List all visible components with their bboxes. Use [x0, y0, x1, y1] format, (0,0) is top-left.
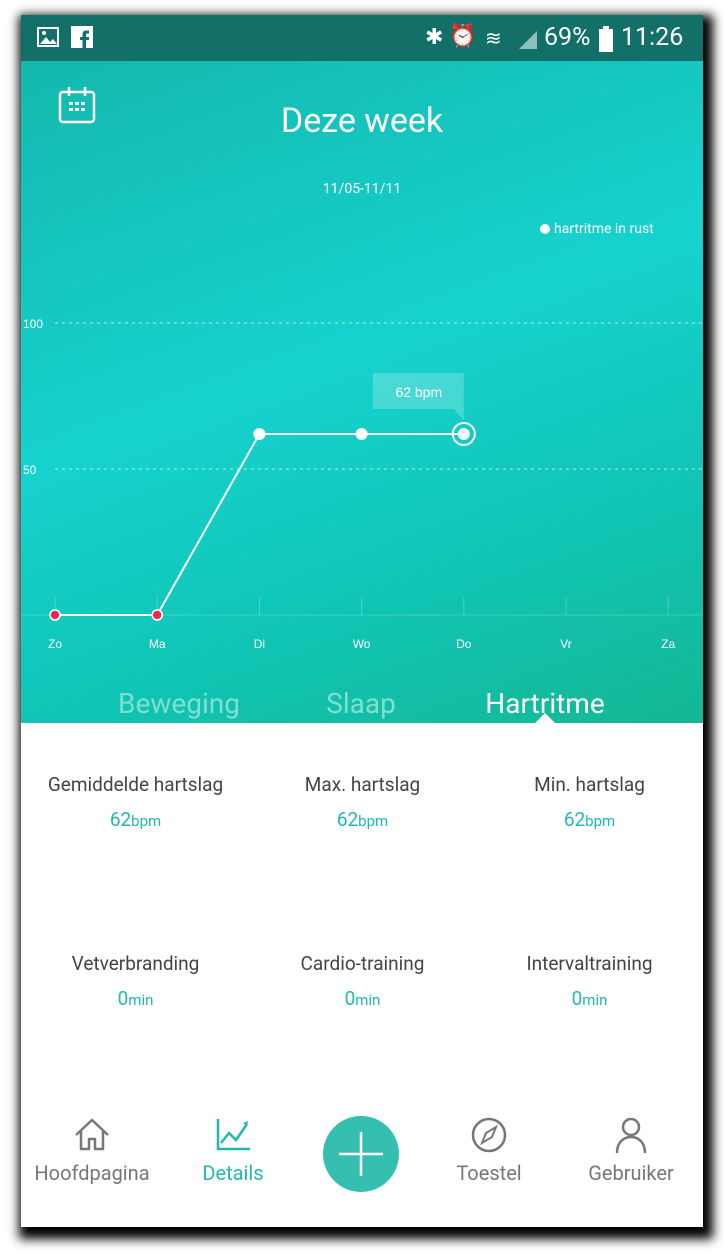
user-icon: [615, 1117, 647, 1154]
page-title: Deze week: [280, 101, 444, 141]
stat-value: 62bpm: [249, 808, 476, 831]
selected-point-ring: [451, 421, 476, 446]
stat-number: 62: [109, 808, 132, 831]
signal-icon: [519, 31, 537, 49]
add-button[interactable]: [323, 1116, 399, 1192]
stat-unit: min: [582, 991, 608, 1009]
series-line: [55, 432, 464, 616]
stat-value: 0min: [476, 987, 703, 1010]
tab-slaap[interactable]: Slaap: [261, 687, 461, 720]
stat-unit: min: [128, 991, 154, 1009]
stat-label: Gemiddelde hartslag: [47, 773, 224, 796]
stat-number: 62: [563, 808, 586, 831]
tooltip-pointer: [453, 408, 464, 420]
nav-label: Hoofdpagina: [34, 1161, 150, 1185]
plus-icon: [339, 1132, 383, 1176]
clock: 11:26: [621, 23, 684, 52]
stat-unit: bpm: [358, 812, 389, 830]
nav-label: Toestel: [456, 1161, 522, 1185]
app-screen: ✱ ⏰ ≋ 69% 11:26 Deze week 11/05-11/11 ha…: [21, 15, 703, 1227]
x-tick-label: Di: [254, 637, 265, 651]
x-tick-label: Zo: [48, 637, 62, 651]
data-point: [253, 427, 266, 440]
nav-details[interactable]: Details: [165, 1115, 301, 1185]
stat-value: 62bpm: [476, 808, 703, 831]
stat-item: Gemiddelde hartslag 62bpm: [22, 773, 249, 831]
tab-label: Beweging: [118, 687, 240, 720]
y-tick-label: 100: [23, 317, 43, 331]
stat-item: Max. hartslag 62bpm: [249, 773, 476, 831]
calendar-icon[interactable]: [57, 85, 97, 125]
stat-label: Vetverbranding: [71, 952, 200, 975]
stat-number: 0: [344, 987, 356, 1010]
stat-value: 0min: [249, 987, 476, 1010]
chart-legend: hartritme in rust: [540, 221, 654, 237]
data-point: [355, 427, 368, 440]
data-point: [151, 609, 163, 621]
stat-label: Min. hartslag: [534, 773, 645, 796]
y-tick-label: 50: [23, 463, 37, 477]
bluetooth-icon: ✱: [425, 25, 444, 50]
tab-label: Slaap: [326, 687, 396, 720]
nav-toestel[interactable]: Toestel: [421, 1115, 557, 1185]
stat-label: Intervaltraining: [526, 952, 653, 975]
facebook-icon: [71, 26, 93, 48]
heart-rate-chart: 100 50 Zo Ma Di Wo Do Vr Za 62 bpm: [21, 317, 703, 651]
stat-value: 0min: [22, 987, 249, 1010]
x-tick-label: Wo: [353, 637, 371, 651]
stat-value: 62bpm: [22, 808, 249, 831]
stat-label: Max. hartslag: [304, 773, 421, 796]
home-icon: [75, 1118, 109, 1151]
stat-unit: bpm: [585, 812, 616, 830]
tooltip-box: [372, 372, 464, 409]
stat-number: 0: [571, 987, 583, 1010]
data-point: [457, 427, 470, 440]
x-tick-label: Ma: [149, 637, 166, 651]
stat-number: 62: [336, 808, 359, 831]
nav-gebruiker[interactable]: Gebruiker: [563, 1115, 699, 1185]
chart-icon: [216, 1119, 250, 1151]
stat-item: Vetverbranding 0min: [22, 952, 249, 1010]
status-bar: ✱ ⏰ ≋ 69% 11:26: [21, 15, 703, 61]
nav-hoofdpagina[interactable]: Hoofdpagina: [24, 1115, 160, 1185]
image-icon: [37, 27, 59, 47]
battery-percent: 69%: [544, 23, 591, 52]
nav-label: Details: [202, 1161, 264, 1185]
stat-number: 0: [117, 987, 129, 1010]
alarm-icon: ⏰: [449, 24, 477, 49]
stat-unit: min: [355, 991, 381, 1009]
wifi-icon: ≋: [485, 26, 502, 50]
compass-icon: [471, 1117, 507, 1153]
stat-item: Intervaltraining 0min: [476, 952, 703, 1010]
stat-label: Cardio-training: [300, 952, 425, 975]
x-tick-label: Za: [661, 637, 675, 651]
active-tab-indicator: [535, 713, 555, 723]
nav-label: Gebruiker: [588, 1161, 674, 1185]
stat-unit: bpm: [131, 812, 162, 830]
data-point: [49, 609, 61, 621]
date-range[interactable]: 11/05-11/11: [322, 181, 402, 197]
x-tick-label: Vr: [560, 637, 572, 651]
tooltip-text: 62 bpm: [395, 384, 442, 400]
chart-panel: Deze week 11/05-11/11 hartritme in rust …: [21, 61, 703, 723]
battery-icon: [599, 26, 613, 52]
legend-label: hartritme in rust: [554, 221, 654, 237]
tab-beweging[interactable]: Beweging: [79, 687, 279, 720]
stat-item: Min. hartslag 62bpm: [476, 773, 703, 831]
stat-item: Cardio-training 0min: [249, 952, 476, 1010]
x-tick-label: Do: [456, 637, 472, 651]
legend-marker: [540, 224, 550, 234]
